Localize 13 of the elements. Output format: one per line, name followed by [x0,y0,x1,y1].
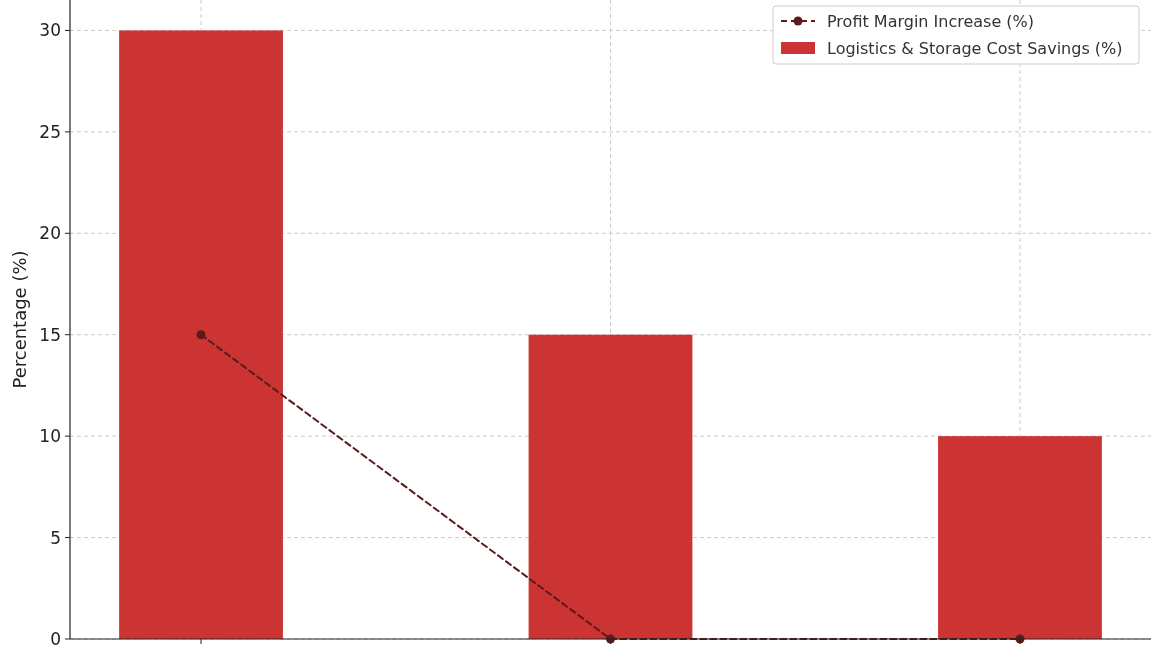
legend-label: Logistics & Storage Cost Savings (%) [827,38,1123,58]
y-tick-label: 15 [39,324,61,345]
bar [528,334,693,639]
y-tick-label: 30 [39,20,61,41]
y-axis-title: Percentage (%) [9,250,30,389]
y-tick-label: 0 [50,628,61,645]
bar [119,30,283,639]
bar [938,436,1102,639]
y-tick-label: 20 [39,223,61,244]
y-tick-label: 5 [50,527,61,548]
y-tick-label: 25 [39,121,61,142]
y-tick-label: 10 [39,426,61,447]
legend-label: Profit Margin Increase (%) [827,11,1035,31]
